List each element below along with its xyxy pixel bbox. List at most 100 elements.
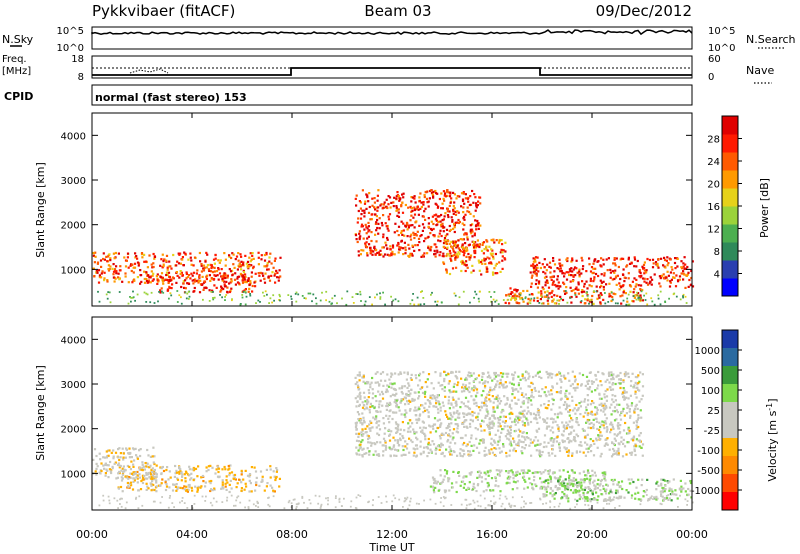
heatmap-cell (574, 491, 578, 494)
heatmap-cell (635, 424, 638, 427)
heatmap-cell (542, 302, 545, 305)
heatmap-cell (576, 383, 579, 386)
heatmap-cell (575, 295, 578, 298)
heatmap-cell (202, 480, 205, 483)
heatmap-cell (615, 375, 618, 378)
heatmap-cell (397, 215, 401, 218)
heatmap-cell (626, 264, 629, 267)
heatmap-cell (591, 400, 594, 403)
heatmap-cell (534, 265, 537, 268)
heatmap-cell (491, 451, 494, 454)
heatmap-cell (205, 251, 208, 254)
heatmap-cell (400, 231, 403, 234)
heatmap-cell (472, 488, 475, 491)
heatmap-cell (504, 415, 507, 418)
heatmap-cell (488, 433, 491, 436)
heatmap-cell (668, 297, 670, 300)
heatmap-cell (315, 297, 317, 300)
heatmap-cell (233, 504, 235, 507)
heatmap-cell (394, 372, 397, 375)
heatmap-cell (159, 291, 162, 294)
heatmap-cell (627, 372, 630, 375)
heatmap-cell (551, 300, 554, 303)
heatmap-cell (472, 244, 475, 247)
cpid-label: CPID (4, 90, 33, 103)
heatmap-cell (458, 452, 462, 455)
heatmap-cell (439, 501, 442, 504)
heatmap-cell (660, 478, 663, 481)
heatmap-cell (382, 214, 385, 217)
heatmap-cell (357, 432, 360, 435)
heatmap-cell (449, 391, 452, 394)
heatmap-cell (551, 489, 554, 492)
heatmap-cell (177, 486, 180, 489)
heatmap-cell (555, 440, 558, 443)
heatmap-cell (612, 427, 615, 430)
heatmap-cell (475, 228, 478, 231)
heatmap-cell (682, 293, 685, 296)
heatmap-cell (611, 423, 614, 426)
heatmap-cell (330, 303, 333, 305)
heatmap-cell (256, 500, 259, 503)
heatmap-cell (229, 270, 233, 273)
heatmap-cell (233, 266, 236, 269)
heatmap-cell (552, 403, 555, 406)
heatmap-cell (186, 275, 189, 278)
heatmap-cell (613, 437, 616, 440)
heatmap-cell (134, 252, 137, 255)
heatmap-cell (455, 253, 458, 256)
heatmap-cell (679, 479, 682, 482)
heatmap-cell (263, 295, 266, 297)
heatmap-cell (433, 253, 436, 256)
heatmap-cell (568, 439, 571, 442)
heatmap-cell (637, 297, 640, 299)
heatmap-cell (549, 372, 552, 375)
heatmap-cell (400, 398, 403, 401)
heatmap-cell (434, 252, 437, 255)
heatmap-cell (406, 430, 410, 433)
heatmap-cell (395, 197, 398, 200)
heatmap-cell (518, 292, 521, 295)
heatmap-cell (442, 255, 445, 258)
heatmap-cell (441, 222, 444, 225)
heatmap-cell (479, 290, 481, 293)
heatmap-cell (550, 437, 553, 440)
heatmap-cell (628, 431, 631, 435)
heatmap-cell (147, 471, 150, 475)
heatmap-cell (539, 487, 542, 490)
heatmap-cell (595, 439, 598, 442)
heatmap-cell (541, 487, 544, 490)
heatmap-cell (392, 445, 395, 448)
heatmap-cell (389, 382, 392, 385)
heatmap-cell (230, 280, 233, 283)
heatmap-cell (450, 453, 453, 456)
heatmap-cell (623, 496, 626, 499)
heatmap-cell (395, 423, 398, 426)
heatmap-cell (441, 480, 444, 483)
heatmap-cell (364, 427, 367, 430)
heatmap-cell (147, 279, 150, 282)
heatmap-cell (599, 380, 602, 383)
heatmap-cell (564, 487, 567, 490)
heatmap-cell (293, 498, 296, 501)
heatmap-cell (448, 489, 451, 492)
heatmap-cell (513, 396, 516, 399)
heatmap-cell (177, 252, 180, 255)
heatmap-cell (149, 455, 152, 458)
heatmap-cell (170, 267, 173, 270)
heatmap-cell (406, 443, 409, 446)
heatmap-cell (566, 482, 569, 485)
heatmap-cell (217, 278, 220, 281)
heatmap-cell (396, 441, 399, 444)
heatmap-cell (691, 260, 694, 263)
heatmap-cell (178, 253, 181, 256)
heatmap-cell (633, 410, 636, 413)
heatmap-cell (612, 442, 616, 446)
heatmap-cell (427, 411, 430, 414)
heatmap-cell (124, 456, 127, 459)
heatmap-cell (399, 438, 402, 442)
heatmap-cell (682, 262, 685, 265)
heatmap-cell (574, 378, 577, 381)
heatmap-cell (245, 281, 248, 284)
heatmap-cell (608, 406, 612, 409)
